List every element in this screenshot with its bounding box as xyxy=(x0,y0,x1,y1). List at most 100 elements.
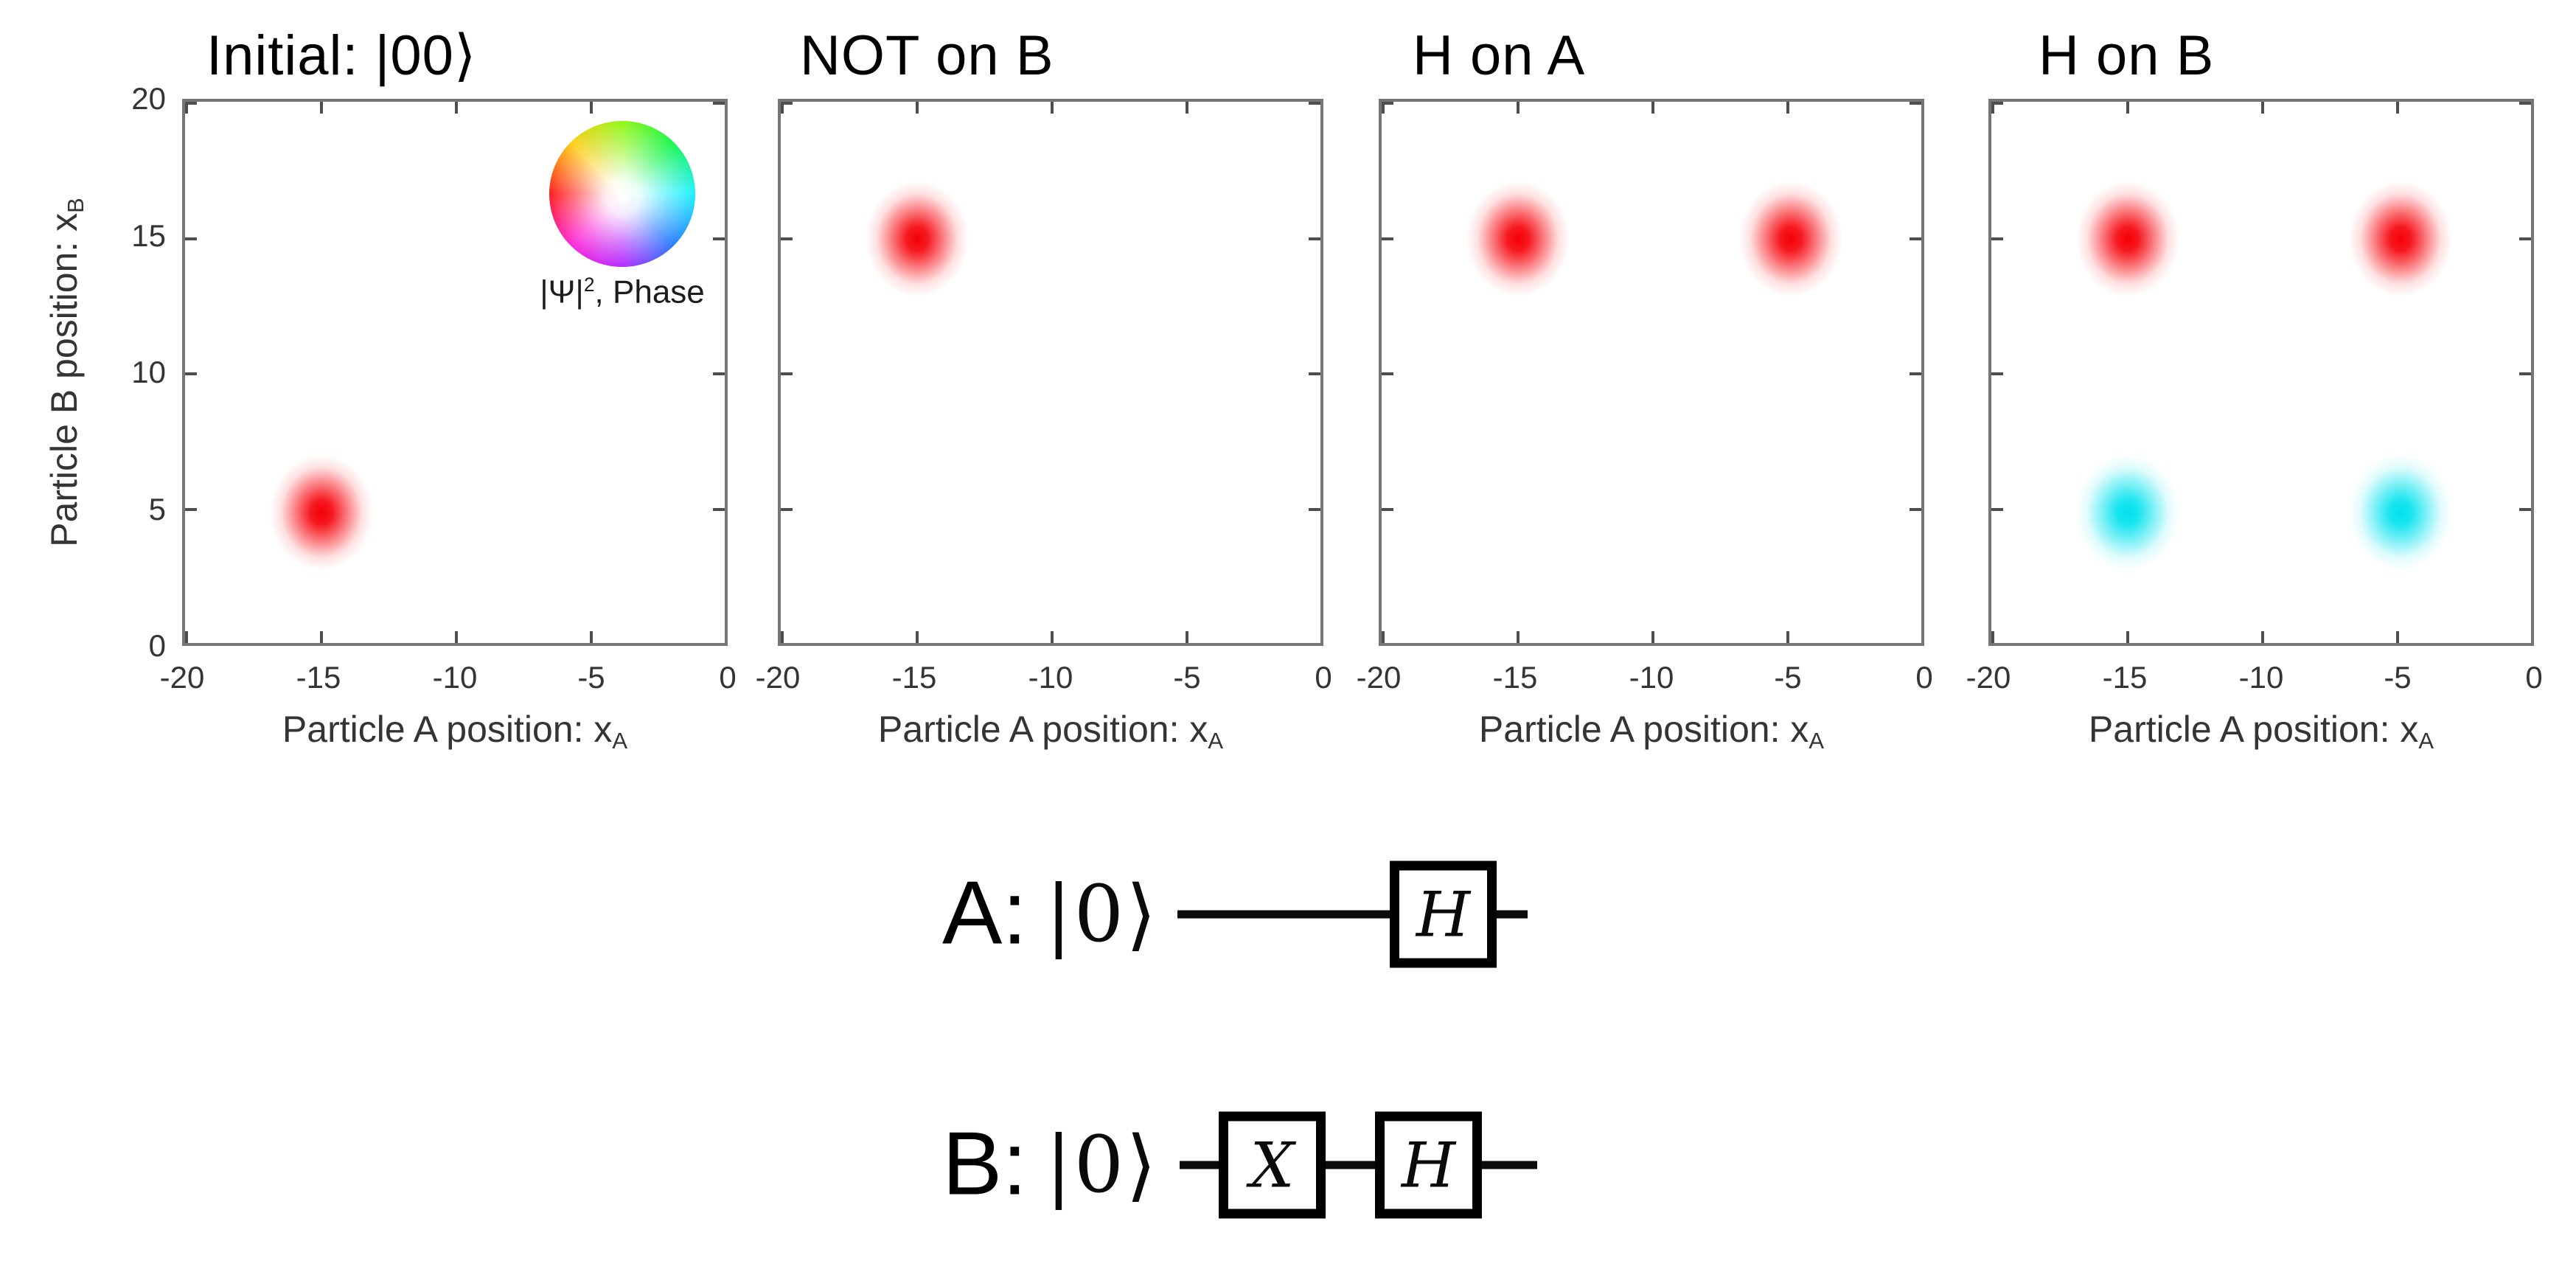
wavefunction-blob-phase-0 xyxy=(258,441,385,583)
axis-tick xyxy=(455,102,458,114)
axis-tick xyxy=(781,102,793,105)
axis-tick xyxy=(185,643,197,646)
axis-tick xyxy=(713,102,725,105)
axis-tick xyxy=(185,372,197,375)
axis-tick xyxy=(1651,102,1654,114)
x-axis-label-text: Particle A position: x xyxy=(877,709,1208,750)
x-axis-label: Particle A position: xA xyxy=(1379,708,1924,754)
circuit-wire xyxy=(1480,1161,1537,1169)
x-tick-label: -20 xyxy=(159,660,205,695)
subplot-2: NOT on B -20 -15 -10 -5 0 Particle A position:… xyxy=(756,25,1332,754)
circuit-wire xyxy=(1177,910,1395,919)
subplot-title: H on A xyxy=(1413,24,1586,87)
y-tick-label: 15 xyxy=(131,218,166,253)
y-tick-label: 10 xyxy=(131,355,166,389)
axis-tick xyxy=(2261,631,2264,643)
x-tick-label: -10 xyxy=(2238,660,2284,695)
x-tick-label: -5 xyxy=(2384,660,2412,695)
axis-tick xyxy=(916,631,919,643)
axis-tick xyxy=(1186,631,1188,643)
axis-tick xyxy=(1910,372,1921,375)
plot-area xyxy=(778,99,1323,646)
axis-tick xyxy=(1910,237,1921,240)
axis-tick xyxy=(1921,102,1924,114)
axis-tick xyxy=(1051,631,1054,643)
x-axis-label-text: Particle A position: x xyxy=(1478,709,1809,750)
axis-tick xyxy=(1651,631,1654,643)
gate-H-box: H xyxy=(1390,860,1497,968)
x-tick-label: -20 xyxy=(1966,660,2011,695)
x-tick-label: -10 xyxy=(1028,660,1073,695)
axis-tick xyxy=(781,237,793,240)
circuit-ket-zero: |0⟩ xyxy=(1045,869,1159,959)
axis-tick xyxy=(1786,102,1789,114)
x-tick-label: -15 xyxy=(1492,660,1538,695)
axis-tick xyxy=(1320,631,1323,643)
circuit-ket-zero: |0⟩ xyxy=(1045,1119,1159,1210)
plot-area xyxy=(1379,99,1924,646)
x-axis-label: Particle A position: xA xyxy=(778,708,1323,754)
axis-tick xyxy=(2519,372,2531,375)
x-tick-label: 0 xyxy=(2525,660,2543,695)
wavefunction-blob-phase-0 xyxy=(1727,167,1854,310)
axis-tick xyxy=(713,372,725,375)
axis-tick xyxy=(713,507,725,511)
axis-tick xyxy=(1309,102,1320,105)
subplot-title: Initial: |00⟩ xyxy=(206,24,477,87)
axis-tick xyxy=(2519,237,2531,240)
x-axis-label-subscript: A xyxy=(1208,727,1224,754)
x-tick-label: -10 xyxy=(432,660,478,695)
y-axis-label: Particle B position: xB xyxy=(43,198,88,547)
x-axis-label: Particle A position: xA xyxy=(182,708,728,754)
axis-tick xyxy=(455,631,458,643)
x-tick-label: -20 xyxy=(1356,660,1402,695)
axis-tick xyxy=(185,102,197,105)
wavefunction-blob-phase-0 xyxy=(2064,167,2191,310)
gate-X-box: X xyxy=(1219,1111,1326,1219)
y-tick-label: 5 xyxy=(148,491,166,526)
x-axis-label-subscript: A xyxy=(1809,727,1825,754)
subplot-title: H on B xyxy=(2039,24,2215,87)
axis-tick xyxy=(185,631,188,643)
axis-tick xyxy=(1786,631,1789,643)
axis-tick xyxy=(1910,102,1921,105)
axis-tick xyxy=(1910,643,1921,646)
axis-tick xyxy=(1309,507,1320,511)
x-axis-label-subscript: A xyxy=(2418,727,2434,754)
axis-tick xyxy=(781,372,793,375)
axis-tick xyxy=(1382,372,1393,375)
subplot-3: H on A -20 -15 -10 -5 0 Particle A position: x… xyxy=(1357,25,1933,754)
colorwheel-caption-sup: 2 xyxy=(583,274,595,296)
axis-tick xyxy=(320,102,323,114)
axis-tick xyxy=(2531,631,2534,643)
axis-tick xyxy=(320,631,323,643)
axis-tick xyxy=(1382,237,1393,240)
gate-H-box: H xyxy=(1375,1111,1482,1219)
phase-colorwheel-white-center xyxy=(549,121,695,267)
axis-tick xyxy=(1517,631,1520,643)
axis-tick xyxy=(1991,237,2003,240)
phase-colorwheel-legend xyxy=(549,121,695,267)
axis-tick xyxy=(781,631,784,643)
circuit-qubit-label: A: xyxy=(942,862,1028,963)
x-tick-label: 0 xyxy=(1315,660,1332,695)
axis-tick xyxy=(725,102,728,114)
wavefunction-blob-phase-0 xyxy=(1455,167,1581,310)
x-axis-label-text: Particle A position: x xyxy=(282,709,613,750)
axis-tick xyxy=(1910,507,1921,511)
wavefunction-blob-phase-pi xyxy=(2337,441,2464,583)
axis-tick xyxy=(1382,643,1393,646)
circuit-wire xyxy=(1180,1161,1224,1169)
axis-tick xyxy=(590,102,593,114)
x-tick-label: -5 xyxy=(1173,660,1201,695)
circuit-wire xyxy=(1493,910,1528,919)
axis-tick xyxy=(1309,372,1320,375)
axis-tick xyxy=(1991,631,1994,643)
x-tick-label: -15 xyxy=(2102,660,2148,695)
axis-tick xyxy=(590,631,593,643)
gate-H-symbol: H xyxy=(1416,878,1471,950)
axis-tick xyxy=(1991,102,2003,105)
x-tick-label: -5 xyxy=(1774,660,1802,695)
y-axis-label-text: Particle B position: x xyxy=(43,212,85,547)
